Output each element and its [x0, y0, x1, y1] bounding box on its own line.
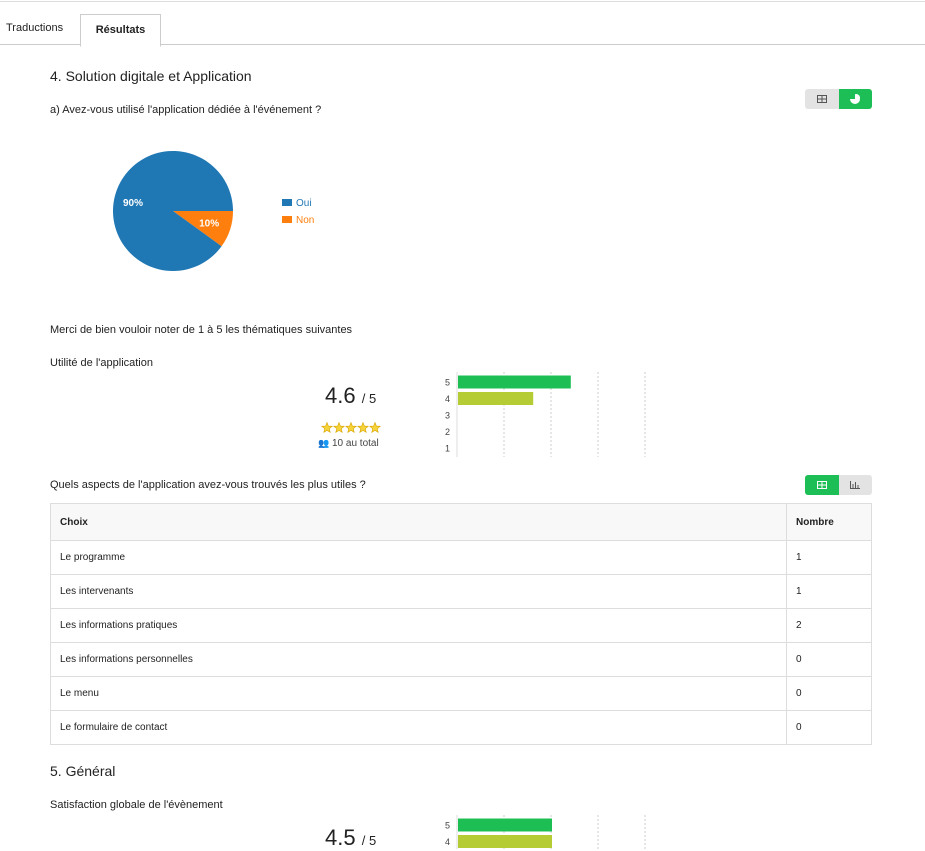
star	[321, 422, 333, 434]
y-tick-label: 4	[445, 394, 450, 404]
table-cell: 0	[786, 710, 872, 745]
section-title: 4. Solution digitale et Application	[50, 68, 252, 84]
icon	[816, 481, 827, 489]
legend-swatch	[282, 199, 292, 206]
header-cell: Choix	[50, 503, 787, 541]
table-cell: 1	[786, 574, 872, 609]
table-cell: Le formulaire de contact	[50, 710, 787, 745]
table-cell: Les intervenants	[50, 574, 787, 609]
y-tick-label: 5	[445, 378, 450, 388]
star	[333, 422, 345, 434]
slice-label: 90%	[123, 198, 143, 209]
legend-swatch	[282, 216, 292, 223]
rating-label: Utilité de l'application	[50, 357, 153, 369]
bar	[458, 375, 571, 389]
icon	[816, 95, 827, 103]
score: 4.5	[325, 825, 356, 850]
table-cell: Le programme	[50, 540, 787, 575]
rating-bars: 54	[445, 815, 646, 849]
tab-active[interactable]: Résultats	[80, 14, 161, 47]
y-tick-label: 3	[445, 411, 450, 421]
rating-bars: 5 4 3 2 1	[445, 372, 646, 457]
table-cell: 0	[786, 676, 872, 711]
bar	[458, 392, 534, 405]
y-tick-label: 2	[445, 427, 450, 437]
star	[369, 422, 381, 434]
header-row: Choix Nombre	[50, 503, 872, 541]
pie-slice	[113, 151, 233, 271]
table-row: Les informations pratiques 2	[50, 608, 872, 643]
rating-total: 👥 10 au total	[318, 438, 379, 449]
rating-intro: Merci de bien vouloir noter de 1 à 5 les…	[50, 324, 353, 336]
star	[345, 422, 357, 434]
legend-label: Non	[296, 215, 314, 226]
y-tick-label: 1	[445, 444, 450, 454]
stars	[321, 422, 381, 434]
table-cell: 1	[786, 540, 872, 575]
table-view-button[interactable]	[805, 475, 839, 495]
chart-view-button[interactable]	[838, 475, 872, 495]
bar	[458, 835, 552, 848]
table-cell: 0	[786, 642, 872, 677]
tab[interactable]: Traductions	[6, 22, 64, 34]
icon	[850, 481, 861, 489]
table-row: Les informations personnelles 0	[50, 642, 872, 677]
total: 10 au total	[332, 438, 379, 449]
table-cell: Le menu	[50, 676, 787, 711]
pie-chart: 10% 90% Oui Non	[113, 151, 314, 271]
table-row: Le programme 1	[50, 540, 872, 575]
rating-label: Satisfaction globale de l'évènement	[50, 799, 223, 811]
legend-label: Oui	[296, 198, 312, 209]
table-question: Quels aspects de l'application avez-vous…	[50, 479, 366, 491]
y-tick-label: 4	[445, 837, 450, 847]
table-cell: Les informations personnelles	[50, 642, 787, 677]
table-cell: 2	[786, 608, 872, 643]
header-cell: Nombre	[786, 503, 872, 541]
slice-label: 10%	[199, 219, 219, 230]
table-view-button[interactable]	[805, 89, 839, 109]
table-row: Les intervenants 1	[50, 574, 872, 609]
score: 4.6	[325, 383, 356, 408]
table-row: Le formulaire de contact 0	[50, 710, 872, 745]
section-title: 5. Général	[50, 763, 116, 779]
table-row: Le menu 0	[50, 676, 872, 711]
icon	[850, 94, 861, 104]
results-table: Choix Nombre Le programme 1 Les intervenant…	[50, 503, 872, 745]
rating-score: 4.6 / 5	[325, 383, 376, 409]
view-toggle	[805, 89, 872, 109]
out-of: / 5	[361, 833, 377, 848]
chart-view-button[interactable]	[838, 89, 872, 109]
y-tick-label: 5	[445, 821, 450, 831]
bar	[458, 818, 552, 832]
star	[357, 422, 369, 434]
pie-slice	[173, 211, 233, 247]
table-cell: Les informations pratiques	[50, 608, 787, 643]
out-of: / 5	[361, 391, 377, 406]
question: a) Avez-vous utilisé l'application dédié…	[50, 104, 322, 116]
view-toggle	[805, 475, 872, 495]
rating-score: 4.5 / 5	[325, 825, 376, 851]
tab-bar: Traductions Résultats	[0, 1, 925, 47]
